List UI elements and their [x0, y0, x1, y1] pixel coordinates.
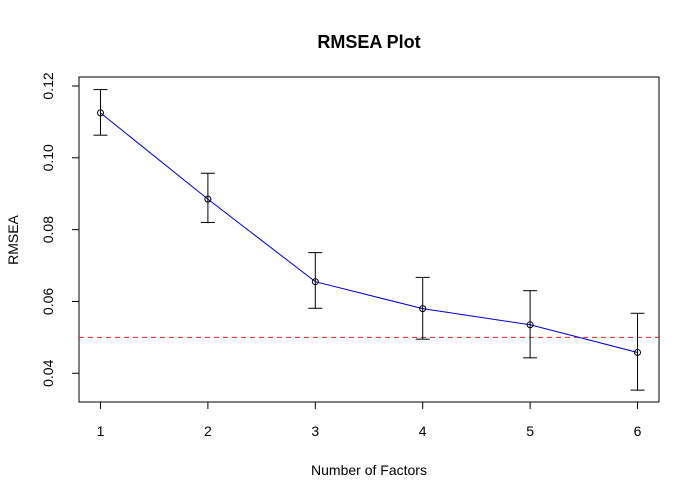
axes: 1 2 3 4 5 6 0.04 0.06 0.08 0.10 0.12 — [40, 72, 642, 439]
x-tick-label: 3 — [311, 423, 319, 439]
data-point — [96, 109, 104, 117]
data-point — [204, 195, 212, 203]
x-axis-label: Number of Factors — [311, 462, 427, 478]
error-bar — [93, 89, 108, 136]
y-axis-label: RMSEA — [5, 214, 21, 264]
x-tick-label: 4 — [419, 423, 427, 439]
error-bar — [415, 276, 430, 340]
x-tick-label: 2 — [204, 423, 212, 439]
y-tick-label: 0.06 — [40, 288, 56, 315]
data-point — [634, 348, 642, 356]
chart-title: RMSEA Plot — [317, 32, 420, 52]
y-tick-label: 0.12 — [40, 72, 56, 99]
x-tick-label: 5 — [526, 423, 534, 439]
y-tick-label: 0.08 — [40, 216, 56, 243]
data-point — [311, 278, 319, 286]
error-bar — [308, 252, 323, 309]
y-tick-label: 0.10 — [40, 144, 56, 171]
error-bar — [523, 290, 538, 359]
chart-marks — [79, 89, 659, 391]
x-tick-label: 1 — [97, 423, 105, 439]
x-tick-label: 6 — [634, 423, 642, 439]
series-line — [100, 112, 638, 353]
error-bar — [630, 312, 645, 391]
data-point — [419, 305, 427, 313]
error-bar — [200, 172, 215, 223]
plot-frame — [78, 76, 660, 403]
data-point — [526, 321, 534, 329]
y-tick-label: 0.04 — [40, 359, 56, 386]
